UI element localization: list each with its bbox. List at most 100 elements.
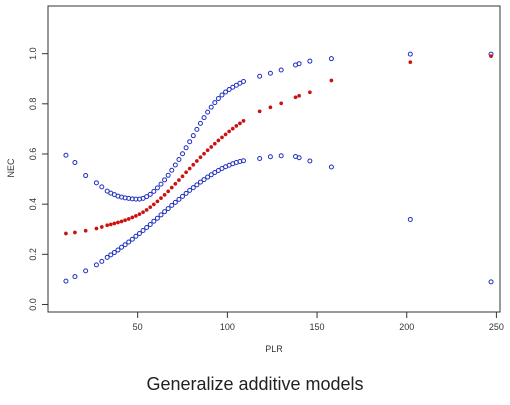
fit-point: [329, 78, 334, 83]
ci-point-lower: [215, 168, 221, 174]
fit-point: [159, 196, 163, 201]
fit-point: [191, 162, 196, 167]
fit-point: [212, 141, 217, 146]
ci-point-upper: [241, 78, 247, 84]
x-tick-label: 150: [310, 322, 325, 332]
ci-point-upper: [226, 87, 232, 93]
fit-point: [489, 54, 493, 59]
y-tick-label: 0.6: [28, 148, 38, 161]
ci-point-lower: [158, 212, 164, 218]
ci-point-lower: [133, 233, 139, 239]
y-axis: 0.0 0.2 0.4 0.6 0.8 1.0: [28, 47, 48, 311]
ci-point-upper: [169, 167, 175, 173]
ci-point-upper: [328, 56, 334, 62]
fit-point: [83, 228, 88, 233]
x-tick-label: 50: [133, 322, 143, 332]
ci-point-upper: [219, 92, 225, 98]
ci-point-lower: [241, 158, 247, 164]
fit-point: [230, 126, 235, 131]
ci-point-upper: [194, 126, 200, 132]
ci-point-lower: [183, 190, 189, 196]
x-axis: 50 100 150 200 250: [133, 312, 504, 332]
fit-point: [151, 202, 156, 207]
series-upper: [63, 51, 494, 202]
y-tick-label: 0.0: [28, 298, 38, 311]
fit-point: [257, 109, 262, 114]
ci-point-upper: [223, 89, 229, 95]
ci-point-upper: [151, 188, 157, 194]
data-points: [63, 51, 494, 285]
ci-point-upper: [267, 70, 273, 76]
fit-point: [279, 101, 284, 106]
fit-point: [180, 174, 185, 179]
fit-point: [141, 210, 145, 215]
fit-point: [202, 151, 206, 156]
fit-point: [227, 129, 232, 134]
series-lower: [63, 153, 494, 285]
ci-point-lower: [99, 258, 105, 264]
ci-point-lower: [136, 230, 142, 236]
ci-point-upper: [205, 109, 211, 115]
ci-point-upper: [172, 162, 178, 168]
fit-point: [166, 189, 171, 194]
fit-point: [133, 214, 138, 218]
ci-point-lower: [119, 244, 125, 250]
ci-point-lower: [140, 227, 146, 233]
fit-point: [220, 135, 224, 140]
fit-point: [144, 208, 149, 212]
ci-point-lower: [187, 187, 193, 193]
fit-point: [184, 170, 189, 175]
fit-point: [64, 231, 68, 236]
ci-point-lower: [115, 247, 121, 253]
fit-point: [148, 205, 153, 210]
ci-point-lower: [72, 274, 78, 280]
fit-point: [123, 218, 128, 223]
ci-point-lower: [144, 224, 150, 230]
fit-point: [297, 93, 302, 98]
fit-point: [241, 118, 246, 123]
ci-point-lower: [296, 155, 302, 161]
fit-point: [169, 185, 174, 190]
ci-point-lower: [162, 209, 168, 215]
ci-point-upper: [63, 152, 69, 158]
x-axis-title: PLR: [265, 344, 283, 354]
ci-point-upper: [183, 145, 189, 151]
ci-point-lower: [169, 202, 175, 208]
ci-point-upper: [162, 177, 168, 183]
fit-point: [205, 148, 210, 153]
figure-caption: Generalize additive models: [146, 374, 364, 394]
ci-point-lower: [154, 215, 160, 221]
ci-point-upper: [296, 61, 302, 67]
ci-point-upper: [83, 173, 89, 179]
y-tick-label: 0.8: [28, 98, 38, 111]
fit-point: [194, 159, 199, 163]
y-tick-label: 1.0: [28, 47, 38, 60]
ci-point-upper: [154, 185, 160, 191]
ci-point-upper: [158, 181, 164, 187]
x-tick-label: 100: [220, 322, 235, 332]
ci-point-upper: [165, 172, 171, 178]
ci-point-lower: [165, 206, 171, 212]
ci-point-lower: [122, 242, 128, 248]
ci-point-upper: [197, 120, 203, 126]
fit-point: [73, 230, 77, 235]
ci-point-lower: [151, 218, 157, 224]
ci-point-upper: [104, 188, 110, 194]
fit-point: [293, 95, 298, 100]
ci-point-upper: [201, 115, 207, 121]
ci-point-lower: [328, 164, 334, 170]
fit-point: [108, 222, 113, 227]
fit-point: [99, 225, 104, 229]
ci-point-lower: [267, 154, 273, 160]
ci-point-upper: [307, 58, 313, 64]
fit-point: [162, 192, 167, 197]
ci-point-lower: [205, 174, 211, 180]
ci-point-lower: [93, 262, 99, 268]
ci-point-upper: [144, 194, 150, 200]
ci-point-upper: [176, 157, 182, 163]
ci-point-lower: [194, 182, 200, 188]
ci-point-lower: [126, 239, 132, 245]
fit-point: [234, 123, 239, 128]
fit-point: [198, 155, 203, 160]
